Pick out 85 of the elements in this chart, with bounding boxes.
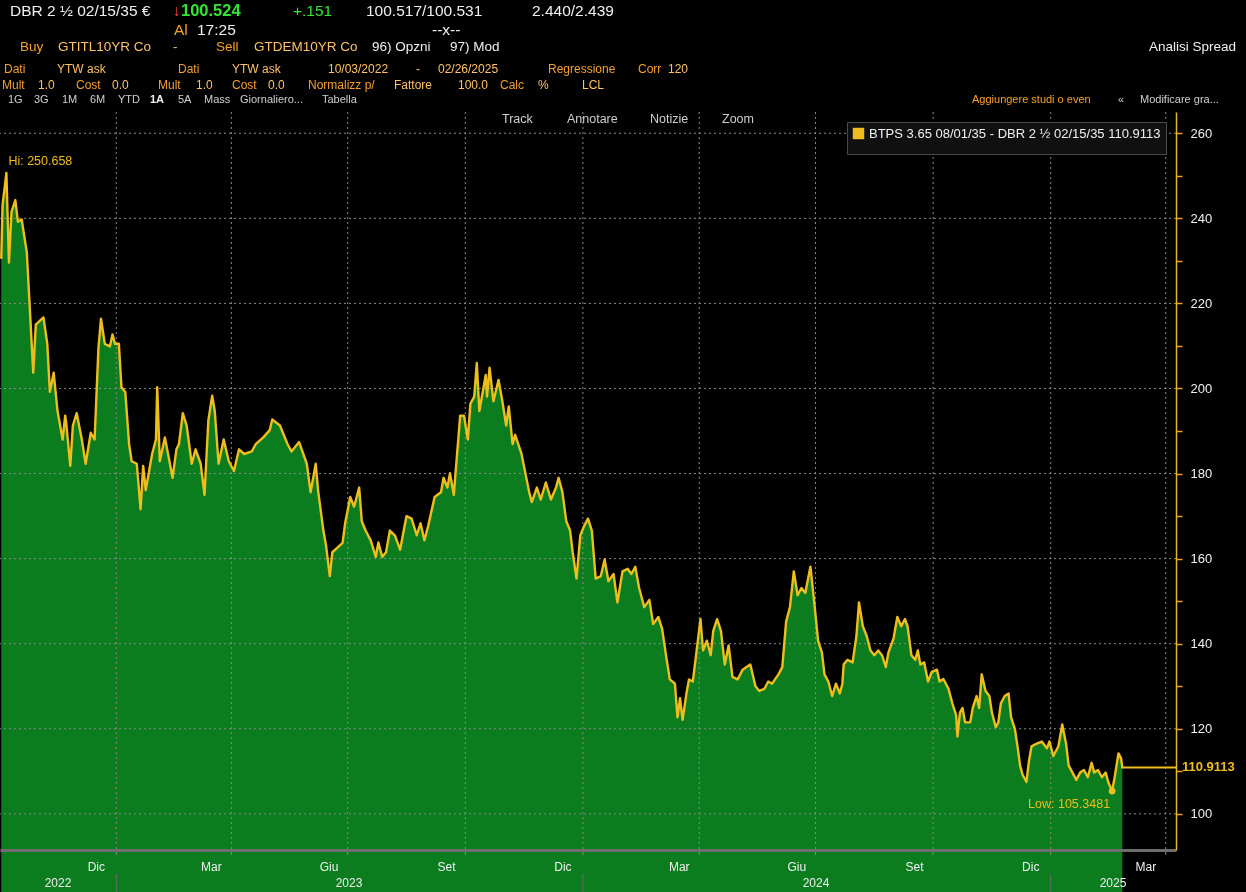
text: 1.0 <box>38 78 56 92</box>
legend-label: BTPS 3.65 08/01/35 - DBR 2 ½ 02/15/35 110.9113 <box>869 125 1161 141</box>
text: Calc <box>500 78 525 92</box>
text: 1.0 <box>196 78 214 92</box>
text: Mult <box>158 78 182 92</box>
text: % <box>538 78 549 92</box>
text: GTITL10YR Co <box>58 39 152 54</box>
text: 2022 <box>44 876 72 890</box>
text: DBR 2 ½ 02/15/35 € <box>10 2 151 19</box>
text: 02/26/2025 <box>438 62 499 76</box>
y-tick-label: 160 <box>1190 551 1213 567</box>
text: 1G <box>8 93 23 105</box>
text: Mass <box>204 93 231 105</box>
text: Sell <box>216 39 239 54</box>
ref-line-label: 110.9113 <box>1182 759 1235 775</box>
y-tick-label: 240 <box>1190 210 1213 226</box>
text: 100.517/100.531 <box>366 2 483 19</box>
text: Analisi Spread <box>1148 39 1236 54</box>
text: Corr <box>638 62 662 76</box>
annotation: Notizie <box>650 112 689 126</box>
text: Cost <box>76 78 102 92</box>
annotation: Zoom <box>722 112 754 126</box>
x-tick-label: Set <box>905 859 925 874</box>
text: 2024 <box>802 876 830 890</box>
text: ↓ <box>173 2 181 19</box>
text: 10/03/2022 <box>328 62 389 76</box>
text: 100.524 <box>181 1 242 19</box>
y-tick-label: 120 <box>1190 721 1213 737</box>
text: Fattore <box>394 78 433 92</box>
text: 2.440/2.439 <box>532 2 614 19</box>
text: Buy <box>20 39 44 54</box>
text: 97) Mod <box>450 39 500 54</box>
x-tick-label: Set <box>437 859 457 874</box>
text: « <box>1118 93 1125 105</box>
annotation: Annotare <box>567 112 618 126</box>
text: Dati <box>178 62 200 76</box>
y-tick-label: 100 <box>1190 806 1213 822</box>
text: 1A <box>150 93 165 105</box>
text: +.151 <box>293 2 333 19</box>
annotation: Track <box>502 112 534 126</box>
text: YTW ask <box>57 62 107 76</box>
text: Modificare gra... <box>1140 93 1219 105</box>
y-tick-label: 180 <box>1190 466 1213 482</box>
text: 5A <box>178 93 193 105</box>
annotation: Hi: 250.658 <box>8 154 73 169</box>
text: 3G <box>34 93 49 105</box>
x-tick-label: Mar <box>1135 859 1157 874</box>
text: 6M <box>90 93 106 105</box>
text: Tabella <box>322 93 358 105</box>
text: 1M <box>62 93 78 105</box>
y-tick-label: 200 <box>1190 380 1213 396</box>
y-tick-label: 140 <box>1190 636 1213 652</box>
text: Cost <box>232 78 258 92</box>
x-tick-label: Giu <box>787 859 807 874</box>
x-tick-label: Giu <box>319 859 339 874</box>
text: 17:25 <box>197 21 236 38</box>
x-tick-label: Dic <box>554 859 572 874</box>
x-tick-label: Dic <box>87 859 106 874</box>
text: 96) Opzni <box>372 39 431 54</box>
x-tick-label: Dic <box>1022 859 1040 874</box>
text: Giornaliero... <box>240 93 303 105</box>
text: YTD <box>118 93 141 105</box>
text: YTW ask <box>232 62 282 76</box>
text: Al <box>174 21 188 38</box>
x-tick-label: Mar <box>668 859 690 874</box>
text: 120 <box>668 62 689 76</box>
text: --x-- <box>432 21 461 38</box>
annotation: Low: 105.3481 <box>1028 797 1111 812</box>
y-tick-label: 260 <box>1190 125 1213 141</box>
text: 0.0 <box>268 78 286 92</box>
text: - <box>173 39 178 54</box>
x-tick-label: Mar <box>201 859 222 874</box>
y-tick-label: 220 <box>1190 295 1213 311</box>
text: - <box>416 62 420 76</box>
text: GTDEM10YR Co <box>254 39 358 54</box>
text: Dati <box>4 62 26 76</box>
text: 2023 <box>335 876 363 890</box>
text: Regressione <box>548 62 616 76</box>
text: 100.0 <box>458 78 489 92</box>
text: Normalizz p/ <box>308 78 376 92</box>
text: LCL <box>582 78 605 92</box>
text: 2025 <box>1099 876 1127 890</box>
text: Aggiungere studi o even <box>972 93 1091 105</box>
text: 0.0 <box>112 78 130 92</box>
text: Mult <box>2 78 26 92</box>
